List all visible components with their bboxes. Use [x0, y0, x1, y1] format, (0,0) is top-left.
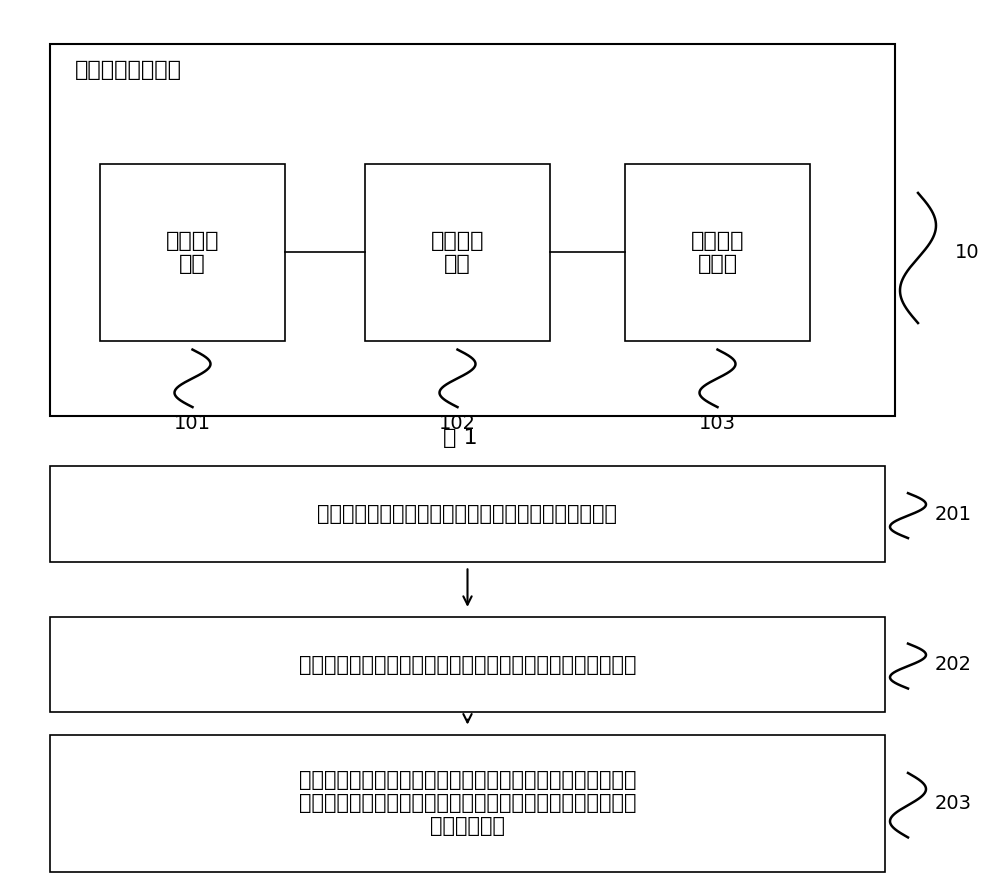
Text: 10: 10 [955, 242, 980, 262]
Bar [365, 164, 550, 341]
Text: 编解码器生成装置: 编解码器生成装置 [75, 60, 182, 81]
Text: 将数据格式类描述文件的字符序列解析为多个单词符号: 将数据格式类描述文件的字符序列解析为多个单词符号 [317, 504, 618, 524]
Bar [50, 44, 895, 416]
Text: 词法分析
模块: 词法分析 模块 [166, 231, 219, 273]
Text: 101: 101 [174, 414, 211, 433]
Text: 103: 103 [699, 414, 736, 433]
Text: 根据语法规则对所述多个单词符号进行语法分析，生成语法树: 根据语法规则对所述多个单词符号进行语法分析，生成语法树 [299, 655, 636, 674]
Text: 图 1: 图 1 [443, 428, 477, 448]
Text: 语法树遍
历模块: 语法树遍 历模块 [691, 231, 744, 273]
Bar [50, 617, 885, 712]
Bar [100, 164, 285, 341]
Text: 202: 202 [935, 655, 972, 674]
Text: 203: 203 [935, 794, 972, 812]
Bar [625, 164, 810, 341]
Text: 语法分析
模块: 语法分析 模块 [431, 231, 484, 273]
Bar [50, 735, 885, 872]
Bar [50, 466, 885, 562]
Text: 201: 201 [935, 504, 972, 524]
Text: 遍历所述语法树的各节点，创建与所述各节点对应的子编解码
器单元，将各所述子编解码器单元串成与所述语法树对应的编
解码器对象树: 遍历所述语法树的各节点，创建与所述各节点对应的子编解码 器单元，将各所述子编解码… [299, 770, 636, 836]
Text: 102: 102 [439, 414, 476, 433]
